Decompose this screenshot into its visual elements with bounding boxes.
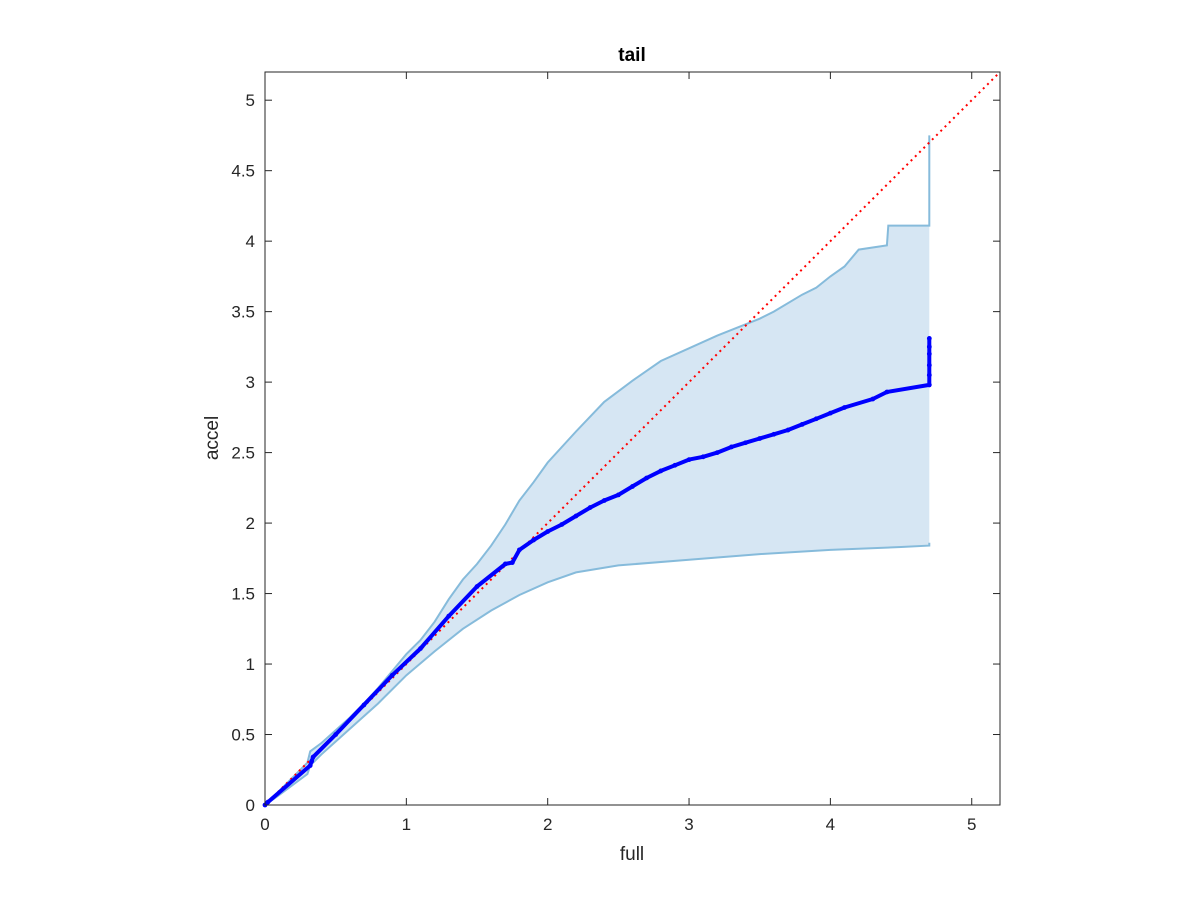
- y-tick-label: 2.5: [231, 444, 255, 463]
- data-point: [509, 560, 515, 565]
- data-point: [870, 396, 876, 402]
- chart-title: tail: [618, 45, 645, 66]
- band-upper-edge: [264, 135, 931, 806]
- data-point: [771, 431, 777, 437]
- data-point: [700, 454, 706, 460]
- plot-area: [262, 71, 1001, 808]
- data-point: [389, 672, 395, 678]
- data-point: [418, 646, 423, 651]
- data-point: [333, 732, 339, 737]
- data-point: [827, 410, 833, 416]
- data-point: [601, 498, 607, 503]
- y-tick-label: 2: [246, 514, 255, 533]
- data-point: [474, 584, 480, 589]
- data-point: [573, 513, 579, 519]
- data-point: [799, 422, 805, 427]
- y-tick-label: 3.5: [231, 303, 255, 322]
- data-point: [587, 505, 593, 510]
- data-point: [785, 427, 791, 433]
- axes-box: [264, 71, 1001, 806]
- x-tick-label: 1: [402, 815, 411, 834]
- data-point: [926, 362, 932, 368]
- y-tick-label: 5: [246, 91, 255, 110]
- data-point: [615, 492, 621, 498]
- data-point: [842, 405, 847, 410]
- y-tick-label: 4.5: [231, 162, 255, 181]
- data-point: [743, 440, 748, 446]
- reference-line: [264, 71, 1001, 806]
- x-tick-label: 4: [826, 815, 835, 834]
- data-point: [757, 436, 763, 441]
- y-axis-label: accel: [202, 416, 223, 460]
- data-point: [926, 351, 932, 357]
- data-point: [884, 389, 890, 395]
- data-point: [926, 344, 932, 350]
- y-tick-label: 3: [246, 373, 255, 392]
- data-point: [559, 522, 565, 527]
- data-point: [309, 758, 315, 764]
- data-point: [630, 484, 635, 489]
- data-point: [672, 462, 678, 468]
- data-point: [265, 799, 271, 805]
- x-axis-label: full: [620, 844, 644, 865]
- data-point: [517, 547, 522, 553]
- y-tick-label: 0.5: [231, 726, 255, 745]
- data-point: [926, 372, 932, 378]
- data-point: [686, 457, 692, 463]
- y-tick-label: 1: [246, 655, 255, 674]
- y-tick-label: 1.5: [231, 585, 255, 604]
- y-tick-label: 0: [246, 796, 255, 815]
- x-axis: 0 1 2 3 4 5: [260, 72, 976, 834]
- data-point: [502, 561, 508, 567]
- data-point: [658, 468, 664, 474]
- data-point: [729, 444, 734, 450]
- data-point: [644, 475, 650, 481]
- y-axis: 0 0.5 1 1.5 2 2.5 3 3.5 4 4.5 5: [231, 91, 1000, 815]
- data-point: [361, 702, 367, 708]
- data-point: [714, 450, 720, 455]
- data-point: [545, 529, 551, 534]
- y-tick-label: 4: [246, 232, 255, 251]
- x-tick-label: 2: [543, 815, 552, 834]
- data-point: [310, 754, 316, 760]
- data-point: [926, 382, 932, 388]
- x-tick-label: 3: [684, 815, 693, 834]
- data-point: [813, 416, 819, 422]
- data-point: [307, 763, 313, 768]
- x-tick-label: 5: [967, 815, 976, 834]
- data-point: [531, 537, 536, 543]
- data-point: [446, 613, 452, 619]
- data-point: [926, 336, 932, 341]
- x-tick-label: 0: [260, 815, 269, 834]
